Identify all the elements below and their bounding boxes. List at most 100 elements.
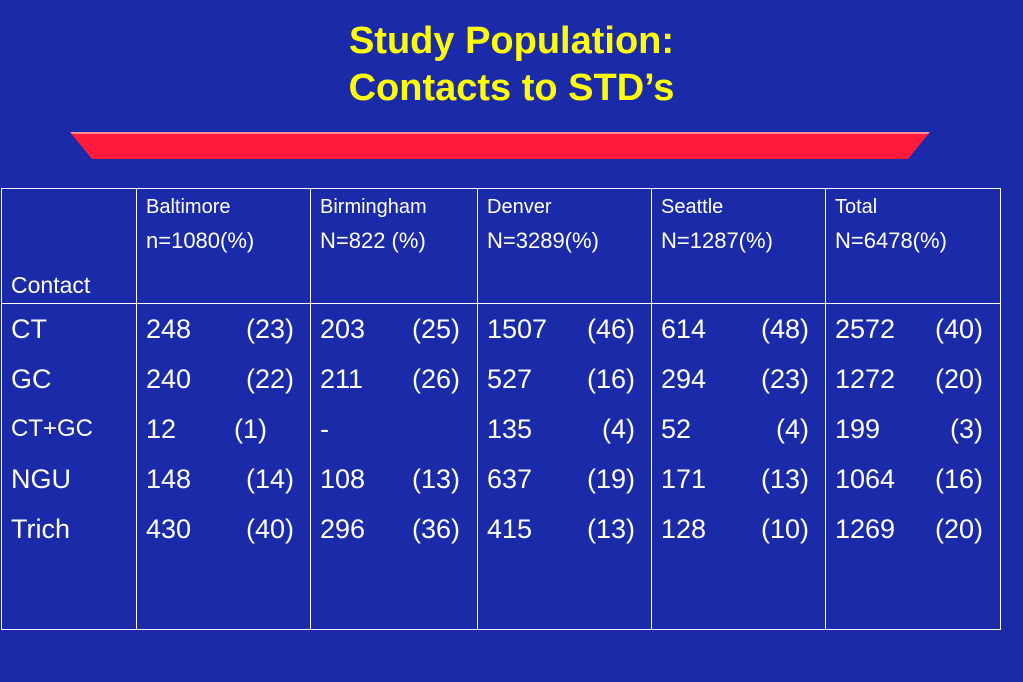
cell-percent: (16) bbox=[586, 364, 635, 394]
table-cell: 171 (13) bbox=[661, 460, 825, 510]
contact-label-gc: GC bbox=[11, 364, 52, 394]
cell-count: 199 bbox=[835, 414, 881, 444]
column-n: n=1080(%) bbox=[146, 228, 255, 253]
column-name: Denver bbox=[487, 196, 552, 218]
cell-count: 296 bbox=[320, 514, 366, 544]
seattle-column: 614 (48) 294 (23) 52 (4) 171 (13) 128 (10) bbox=[651, 303, 826, 630]
table-cell: 294 (23) bbox=[661, 360, 825, 410]
column-n: N=822 (%) bbox=[320, 228, 426, 253]
table-cell: 128 (10) bbox=[661, 510, 825, 560]
total-column: 2572 (40) 1272 (20) 199 (3) 1064 (16) 1269 (2… bbox=[825, 303, 1001, 630]
cell-count: 294 bbox=[661, 364, 707, 394]
cell-percent: (13) bbox=[586, 514, 635, 544]
title-divider-bar bbox=[70, 132, 930, 159]
contact-label-ngu: NGU bbox=[11, 464, 71, 494]
cell-count: 12 bbox=[146, 414, 177, 444]
table-cell: 52 (4) bbox=[661, 410, 825, 460]
table-cell: 108 (13) bbox=[320, 460, 477, 510]
birmingham-column: 203 (25) 211 (26) - 108 (13) 296 (36) bbox=[310, 303, 478, 630]
cell-percent: (36) bbox=[411, 514, 460, 544]
cell-percent: (13) bbox=[411, 464, 460, 494]
cell-count: 1272 bbox=[835, 364, 896, 394]
table-cell: 637 (19) bbox=[487, 460, 651, 510]
cell-percent: (22) bbox=[245, 364, 294, 394]
table-cell: 1064 (16) bbox=[835, 460, 1000, 510]
column-n: N=1287(%) bbox=[661, 228, 773, 253]
table-cell: 203 (25) bbox=[320, 310, 477, 360]
cell-percent: (4) bbox=[602, 414, 635, 444]
cell-count: 148 bbox=[146, 464, 192, 494]
denver-column: 1507 (46) 527 (16) 135 (4) 637 (19) 415 (13) bbox=[477, 303, 652, 630]
cell-count: 2572 bbox=[835, 314, 896, 344]
cell-count: 415 bbox=[487, 514, 533, 544]
cell-count: 52 bbox=[661, 414, 692, 444]
table-cell: 2572 (40) bbox=[835, 310, 1000, 360]
table-cell: 1507 (46) bbox=[487, 310, 651, 360]
title-line-1: Study Population: bbox=[348, 20, 675, 62]
table-cell: 1272 (20) bbox=[835, 360, 1000, 410]
table-cell: 614 (48) bbox=[661, 310, 825, 360]
table-cell: 415 (13) bbox=[487, 510, 651, 560]
table-header-row: Contact Baltimore n=1080(%) Birmingham N… bbox=[1, 188, 1001, 304]
table-cell: 148 (14) bbox=[146, 460, 310, 510]
cell-percent: (4) bbox=[776, 414, 809, 444]
cell-count: 248 bbox=[146, 314, 192, 344]
cell-count: 240 bbox=[146, 364, 192, 394]
table-cell: 527 (16) bbox=[487, 360, 651, 410]
column-header-total: Total N=6478(%) bbox=[825, 188, 1001, 304]
cell-count: 108 bbox=[320, 464, 366, 494]
cell-percent: (20) bbox=[934, 514, 983, 544]
cell-count: 211 bbox=[320, 364, 364, 394]
table-cell: 430 (40) bbox=[146, 510, 310, 560]
column-header-denver: Denver N=3289(%) bbox=[477, 188, 652, 304]
contact-header: Contact bbox=[1, 188, 137, 304]
table-cell: 240 (22) bbox=[146, 360, 310, 410]
table-cell: 12 (1) bbox=[146, 410, 310, 460]
column-name: Total bbox=[835, 196, 878, 218]
table-cell: 211 (26) bbox=[320, 360, 477, 410]
cell-percent: (14) bbox=[245, 464, 294, 494]
column-n: N=6478(%) bbox=[835, 228, 947, 253]
cell-percent: (46) bbox=[586, 314, 635, 344]
cell-percent: (23) bbox=[245, 314, 294, 344]
table-cell: 199 (3) bbox=[835, 410, 1000, 460]
cell-percent: (25) bbox=[411, 314, 460, 344]
cell-count: - bbox=[320, 414, 329, 444]
cell-percent: (13) bbox=[760, 464, 809, 494]
results-table-container: Contact Baltimore n=1080(%) Birmingham N… bbox=[1, 188, 1001, 630]
cell-count: 527 bbox=[487, 364, 533, 394]
cell-count: 171 bbox=[661, 464, 707, 494]
cell-count: 128 bbox=[661, 514, 707, 544]
cell-percent: (40) bbox=[245, 514, 294, 544]
contact-label-ct-gc: CT+GC bbox=[11, 415, 94, 442]
column-header-baltimore: Baltimore n=1080(%) bbox=[136, 188, 311, 304]
column-name: Baltimore bbox=[146, 196, 231, 218]
contact-label-ct: CT bbox=[11, 314, 47, 344]
table-cell: - bbox=[320, 410, 477, 460]
cell-percent: (48) bbox=[760, 314, 809, 344]
cell-count: 614 bbox=[661, 314, 707, 344]
table-cell: 1269 (20) bbox=[835, 510, 1000, 560]
table-cell: 296 (36) bbox=[320, 510, 477, 560]
cell-count: 430 bbox=[146, 514, 192, 544]
cell-percent: (26) bbox=[411, 364, 460, 394]
cell-percent: (16) bbox=[934, 464, 983, 494]
column-name: Seattle bbox=[661, 196, 724, 218]
contact-label-trich: Trich bbox=[11, 514, 70, 544]
cell-count: 1507 bbox=[487, 314, 548, 344]
cell-percent: (40) bbox=[934, 314, 983, 344]
baltimore-column: 248 (23) 240 (22) 12 (1) 148 (14) 430 (40) bbox=[136, 303, 311, 630]
cell-percent: (19) bbox=[586, 464, 635, 494]
slide-title: Study Population: Contacts to STD’s bbox=[0, 18, 1023, 112]
cell-percent: (10) bbox=[760, 514, 809, 544]
table-cell: 135 (4) bbox=[487, 410, 651, 460]
column-n: N=3289(%) bbox=[487, 228, 599, 253]
cell-percent: (1) bbox=[234, 414, 267, 444]
contact-column: CT GC CT+GC NGU Trich bbox=[1, 303, 137, 630]
cell-percent: (20) bbox=[934, 364, 983, 394]
column-header-birmingham: Birmingham N=822 (%) bbox=[310, 188, 478, 304]
cell-count: 203 bbox=[320, 314, 366, 344]
cell-count: 135 bbox=[487, 414, 533, 444]
cell-count: 1269 bbox=[835, 514, 896, 544]
cell-percent: (23) bbox=[760, 364, 809, 394]
